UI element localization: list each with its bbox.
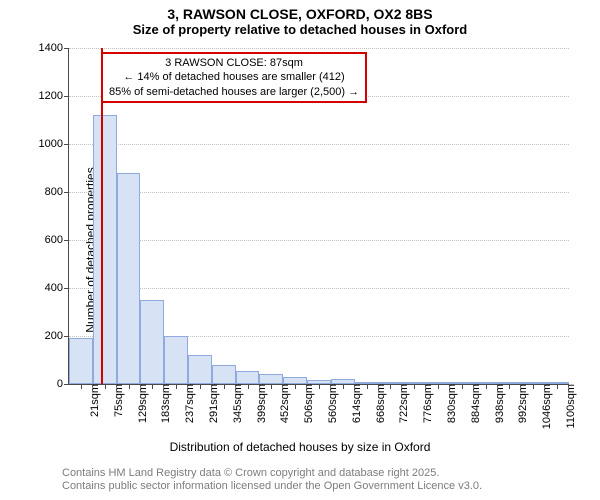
gridline <box>69 48 569 49</box>
histogram-bar <box>259 374 283 384</box>
annotation-box: 3 RAWSON CLOSE: 87sqm← 14% of detached h… <box>101 52 367 103</box>
xtick-mark <box>81 384 82 389</box>
ytick-label: 400 <box>45 282 69 294</box>
histogram-bar <box>140 300 164 384</box>
xtick-label: 1046sqm <box>537 384 553 429</box>
attribution-line1: Contains HM Land Registry data © Crown c… <box>62 467 482 481</box>
xtick-mark <box>105 384 106 389</box>
xtick-mark <box>200 384 201 389</box>
attribution-text: Contains HM Land Registry data © Crown c… <box>62 467 482 495</box>
xtick-label: 560sqm <box>323 384 339 423</box>
xtick-label: 291sqm <box>204 384 220 423</box>
ytick-label: 600 <box>45 234 69 246</box>
histogram-bar <box>236 371 260 384</box>
xtick-label: 1100sqm <box>561 384 577 428</box>
gridline <box>69 240 569 241</box>
ytick-label: 1200 <box>39 90 69 102</box>
xtick-mark <box>224 384 225 389</box>
title-line1: 3, RAWSON CLOSE, OXFORD, OX2 8BS <box>0 6 600 22</box>
xtick-label: 21sqm <box>85 384 101 417</box>
gridline <box>69 288 569 289</box>
ytick-label: 200 <box>45 330 69 342</box>
xtick-label: 183sqm <box>156 384 172 423</box>
xtick-label: 884sqm <box>466 384 482 423</box>
title-block: 3, RAWSON CLOSE, OXFORD, OX2 8BS Size of… <box>0 6 600 37</box>
gridline <box>69 192 569 193</box>
xtick-mark <box>152 384 153 389</box>
histogram-bar <box>188 355 212 384</box>
xtick-mark <box>533 384 534 389</box>
xtick-label: 938sqm <box>490 384 506 423</box>
xtick-label: 614sqm <box>347 384 363 423</box>
xtick-mark <box>176 384 177 389</box>
xtick-mark <box>367 384 368 389</box>
xtick-mark <box>438 384 439 389</box>
xtick-label: 722sqm <box>394 384 410 423</box>
x-axis-label: Distribution of detached houses by size … <box>0 440 600 454</box>
xtick-label: 506sqm <box>299 384 315 423</box>
xtick-mark <box>557 384 558 389</box>
xtick-mark <box>295 384 296 389</box>
ytick-label: 800 <box>45 186 69 198</box>
xtick-mark <box>462 384 463 389</box>
xtick-label: 992sqm <box>513 384 529 423</box>
xtick-label: 75sqm <box>109 384 125 417</box>
xtick-mark <box>509 384 510 389</box>
histogram-bar <box>69 338 93 384</box>
attribution-line2: Contains public sector information licen… <box>62 480 482 494</box>
xtick-mark <box>414 384 415 389</box>
xtick-label: 399sqm <box>252 384 268 423</box>
annotation-line2: ← 14% of detached houses are smaller (41… <box>109 70 359 84</box>
xtick-mark <box>319 384 320 389</box>
histogram-bar <box>164 336 188 384</box>
xtick-mark <box>248 384 249 389</box>
gridline <box>69 144 569 145</box>
histogram-bar <box>93 115 117 384</box>
xtick-label: 237sqm <box>180 384 196 423</box>
xtick-mark <box>390 384 391 389</box>
annotation-line3: 85% of semi-detached houses are larger (… <box>109 85 359 99</box>
ytick-label: 1400 <box>39 42 69 54</box>
xtick-label: 776sqm <box>418 384 434 423</box>
title-line2: Size of property relative to detached ho… <box>0 22 600 37</box>
xtick-mark <box>271 384 272 389</box>
histogram-bar <box>117 173 141 384</box>
histogram-bar <box>283 377 307 384</box>
chart-container: 3, RAWSON CLOSE, OXFORD, OX2 8BS Size of… <box>0 0 600 500</box>
xtick-label: 452sqm <box>275 384 291 423</box>
xtick-mark <box>129 384 130 389</box>
histogram-bar <box>212 365 236 384</box>
xtick-label: 345sqm <box>228 384 244 423</box>
plot-area: 020040060080010001200140021sqm75sqm129sq… <box>68 48 569 385</box>
ytick-label: 0 <box>57 378 69 390</box>
xtick-label: 830sqm <box>442 384 458 423</box>
xtick-mark <box>486 384 487 389</box>
xtick-mark <box>343 384 344 389</box>
annotation-line1: 3 RAWSON CLOSE: 87sqm <box>109 56 359 70</box>
xtick-label: 668sqm <box>371 384 387 423</box>
ytick-label: 1000 <box>39 138 69 150</box>
xtick-label: 129sqm <box>133 384 149 423</box>
